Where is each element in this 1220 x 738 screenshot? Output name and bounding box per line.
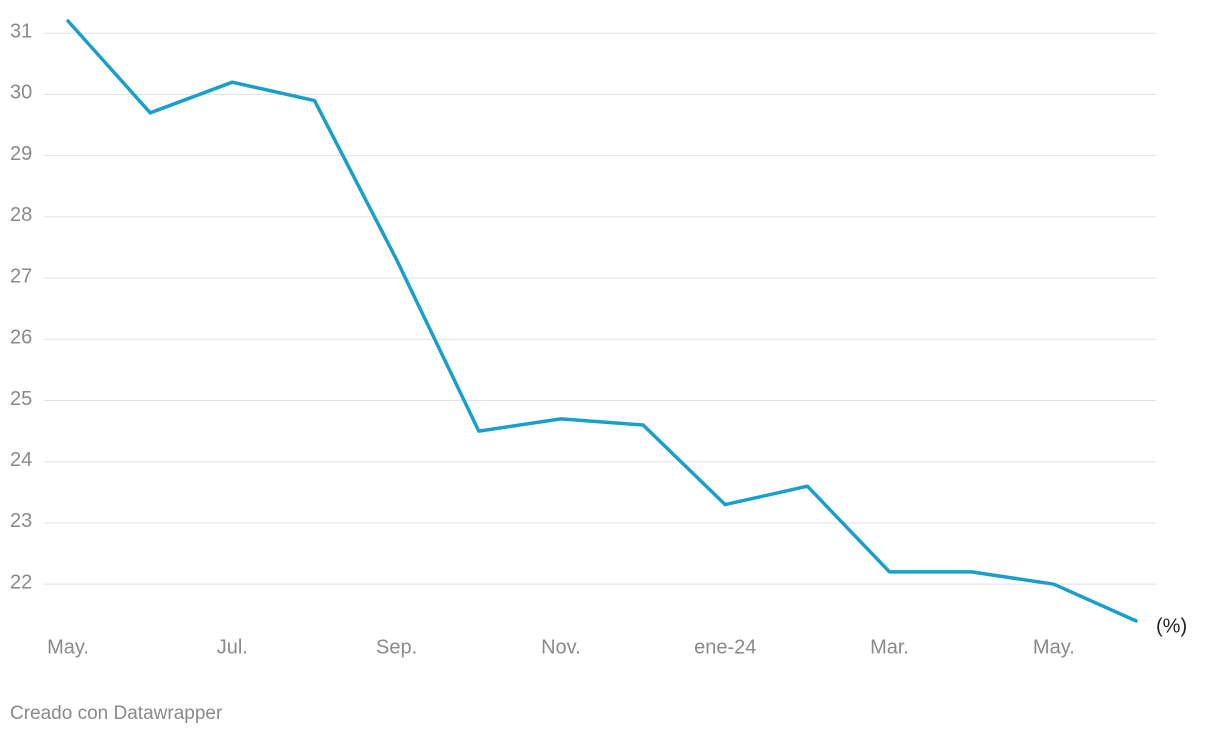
y-tick-label: 31	[10, 21, 32, 43]
y-tick-label: 26	[10, 327, 32, 349]
x-tick-label: Jul.	[217, 636, 248, 658]
y-tick-label: 23	[10, 510, 32, 532]
unit-annotation: (%)	[1156, 615, 1187, 637]
x-tick-label: ene-24	[694, 636, 756, 658]
y-tick-label: 22	[10, 571, 32, 593]
x-tick-label: Nov.	[541, 636, 581, 658]
x-tick-label: Sep.	[376, 636, 417, 658]
y-tick-label: 30	[10, 82, 32, 104]
y-tick-label: 28	[10, 204, 32, 226]
x-tick-label: May.	[1033, 636, 1075, 658]
y-tick-label: 24	[10, 449, 32, 471]
x-tick-label: Mar.	[870, 636, 909, 658]
footer-credit: Creado con Datawrapper	[10, 703, 223, 724]
y-tick-label: 25	[10, 388, 32, 410]
y-tick-label: 29	[10, 143, 32, 165]
y-tick-label: 27	[10, 265, 32, 287]
x-tick-label: May.	[47, 636, 89, 658]
data-line	[66, 19, 1138, 623]
